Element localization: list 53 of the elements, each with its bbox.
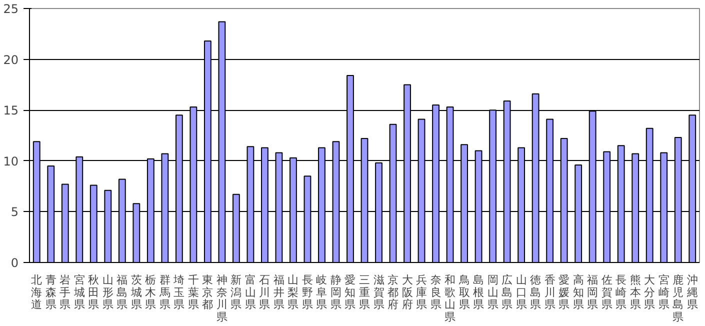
x-tick-label: 福島県 bbox=[116, 274, 128, 312]
x-tick-label: 鹿児島県 bbox=[672, 274, 684, 324]
x-tick-label: 和歌山県 bbox=[444, 274, 456, 324]
x-tick-label: 島根県 bbox=[473, 274, 484, 312]
x-tick-label: 山梨県 bbox=[288, 274, 299, 312]
x-tick-label: 岐阜県 bbox=[316, 274, 328, 312]
x-tick-label: 北海道 bbox=[31, 274, 42, 312]
x-tick-label: 秋田県 bbox=[88, 274, 100, 312]
y-tick-label: 20 bbox=[3, 52, 19, 67]
x-tick-label: 鳥取県 bbox=[458, 274, 470, 312]
x-tick-label: 熊本県 bbox=[630, 274, 641, 312]
y-tick-label: 0 bbox=[10, 256, 19, 270]
x-tick-label: 群馬県 bbox=[158, 274, 170, 312]
x-tick-label: 宮城県 bbox=[72, 274, 85, 312]
x-tick-label: 福岡県 bbox=[587, 274, 598, 312]
x-tick-label: 徳島県 bbox=[530, 274, 542, 312]
x-tick-label: 愛媛県 bbox=[558, 274, 570, 312]
x-tick-label: 石川県 bbox=[259, 274, 270, 312]
x-tick-label: 新潟県 bbox=[230, 274, 242, 312]
x-tick-label: 京都府 bbox=[388, 274, 399, 312]
x-tick-label: 沖縄県 bbox=[686, 274, 698, 312]
x-tick-label: 岡山県 bbox=[487, 274, 498, 312]
x-tick-label: 静岡県 bbox=[330, 274, 342, 312]
x-tick-label: 青森県 bbox=[45, 274, 56, 312]
x-tick-label: 香川県 bbox=[544, 274, 556, 312]
x-tick-label: 広島県 bbox=[502, 274, 513, 312]
y-tick-label: 15 bbox=[3, 104, 19, 118]
x-tick-label: 兵庫県 bbox=[416, 274, 428, 312]
x-tick-label: 茨城県 bbox=[130, 274, 142, 312]
x-tick-label: 大分県 bbox=[644, 274, 656, 312]
x-tick-label: 岩手県 bbox=[60, 274, 71, 312]
x-tick-label: 長野県 bbox=[302, 274, 313, 312]
x-tick-label: 栃木県 bbox=[145, 274, 156, 312]
x-tick-label: 高知県 bbox=[572, 274, 584, 312]
x-tick-label: 奈良県 bbox=[430, 274, 442, 312]
y-tick-label: 10 bbox=[3, 154, 19, 168]
x-tick-label: 長崎県 bbox=[616, 274, 627, 312]
x-tick-label: 福井県 bbox=[273, 274, 284, 312]
x-tick-label: 愛知県 bbox=[344, 274, 356, 312]
x-tick-label: 神奈川県 bbox=[216, 274, 228, 324]
x-tick-label: 三重県 bbox=[359, 274, 370, 312]
x-tick-label: 東京都 bbox=[202, 274, 214, 312]
y-tick-label: 5 bbox=[10, 205, 19, 220]
x-tick-label: 埼玉県 bbox=[172, 274, 185, 312]
x-tick-label: 富山県 bbox=[244, 274, 256, 312]
x-tick-label: 千葉県 bbox=[188, 274, 199, 312]
x-tick-label: 滋賀県 bbox=[373, 274, 384, 312]
x-tick-label: 大阪府 bbox=[402, 274, 413, 312]
x-tick-label: 山形県 bbox=[102, 274, 114, 312]
x-tick-label: 佐賀県 bbox=[601, 274, 612, 312]
x-tick-label: 宮崎県 bbox=[658, 274, 670, 312]
y-tick-label: 25 bbox=[3, 2, 19, 16]
x-tick-label: 山口県 bbox=[516, 274, 527, 312]
